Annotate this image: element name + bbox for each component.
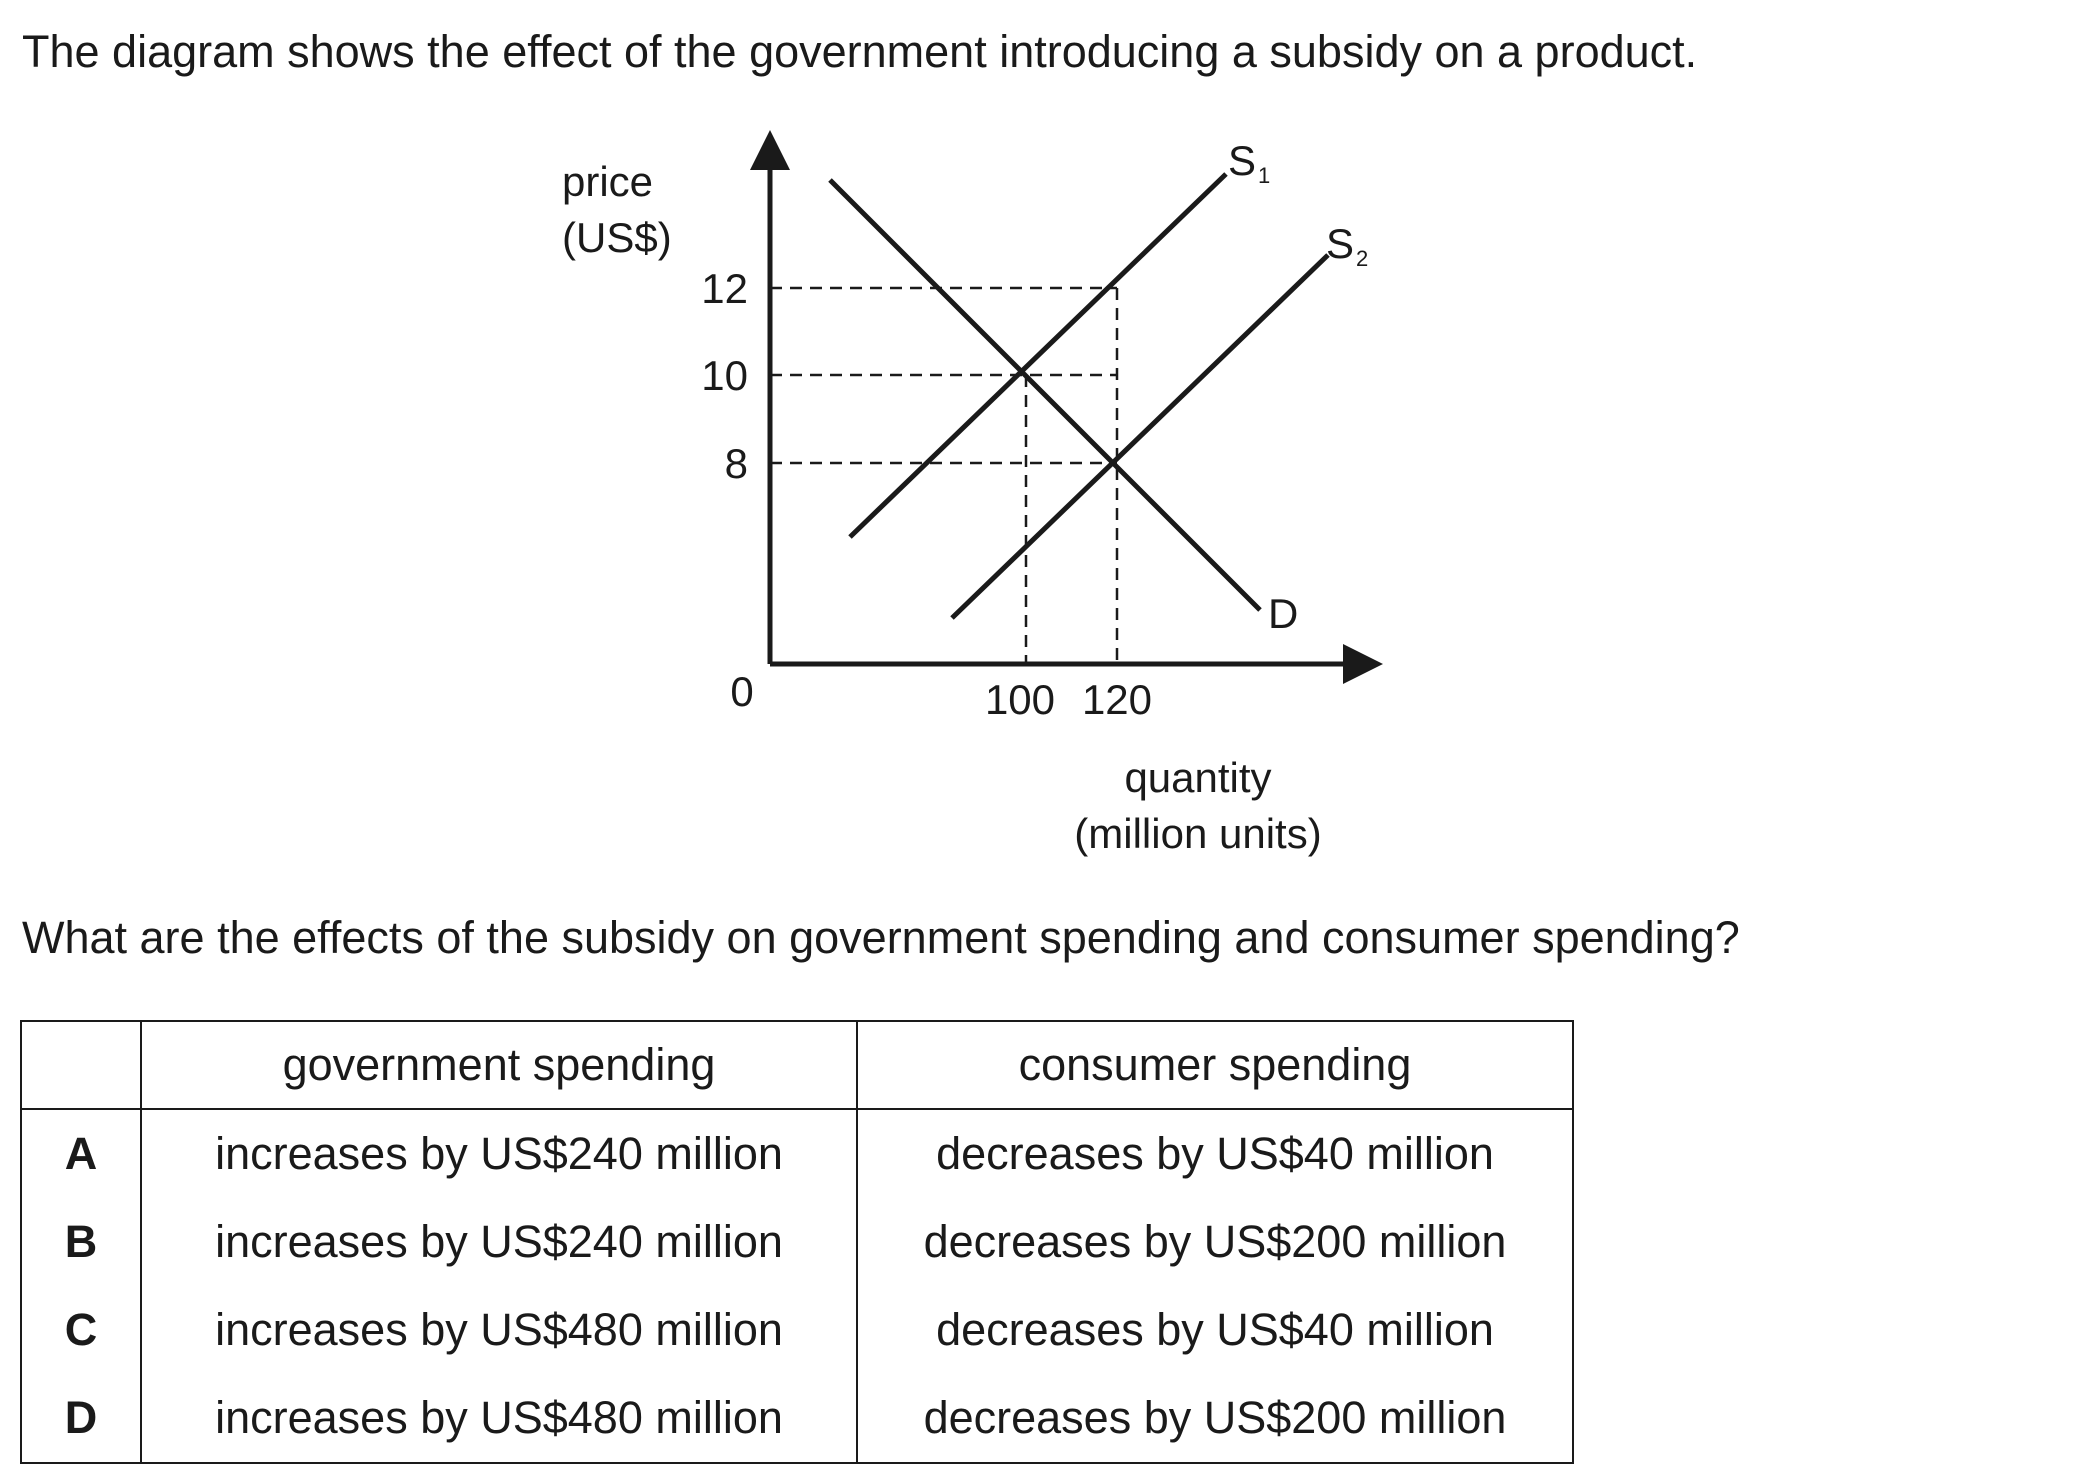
y-axis-label-line2: (US$) — [562, 214, 672, 261]
consumer-cell: decreases by US$200 million — [856, 1198, 1574, 1286]
table-row: C increases by US$480 million decreases … — [20, 1286, 1574, 1374]
supply-demand-diagram: price (US$) S1 S2 D 12 10 8 0 100 120 qu… — [562, 130, 1383, 857]
government-cell: increases by US$480 million — [140, 1374, 858, 1464]
s2-label: S2 — [1326, 220, 1368, 271]
consumer-cell: decreases by US$40 million — [856, 1286, 1574, 1374]
s1-label: S1 — [1228, 137, 1270, 188]
header-option — [20, 1020, 142, 1110]
answer-options-table: government spending consumer spending A … — [20, 1020, 1574, 1464]
y-tick-12: 12 — [701, 265, 748, 312]
y-tick-8: 8 — [725, 440, 748, 487]
government-cell: increases by US$480 million — [140, 1286, 858, 1374]
table-row: D increases by US$480 million decreases … — [20, 1374, 1574, 1464]
consumer-cell: decreases by US$200 million — [856, 1374, 1574, 1464]
table-row: A increases by US$240 million decreases … — [20, 1109, 1574, 1198]
header-consumer-spending: consumer spending — [856, 1020, 1574, 1110]
supply-curve-s2 — [950, 253, 1330, 620]
header-government-spending: government spending — [140, 1020, 858, 1110]
option-letter: C — [20, 1286, 142, 1374]
origin-label: 0 — [730, 668, 753, 715]
supply-curve-s1 — [848, 172, 1228, 539]
option-letter: D — [20, 1374, 142, 1464]
x-tick-120: 120 — [1082, 676, 1152, 723]
y-axis-label-line1: price — [562, 158, 653, 205]
y-tick-10: 10 — [701, 352, 748, 399]
x-tick-100: 100 — [985, 676, 1055, 723]
option-letter: B — [20, 1198, 142, 1286]
d-label: D — [1268, 590, 1298, 637]
government-cell: increases by US$240 million — [140, 1109, 858, 1198]
x-axis-label-line1: quantity — [1124, 754, 1271, 801]
x-axis-label-line2: (million units) — [1074, 810, 1321, 857]
intro-text: The diagram shows the effect of the gove… — [22, 26, 1698, 77]
table-header-row: government spending consumer spending — [20, 1020, 1574, 1110]
option-letter: A — [20, 1109, 142, 1198]
government-cell: increases by US$240 million — [140, 1198, 858, 1286]
demand-curve — [828, 178, 1262, 612]
reference-lines — [770, 286, 1119, 664]
table-row: B increases by US$240 million decreases … — [20, 1198, 1574, 1286]
consumer-cell: decreases by US$40 million — [856, 1109, 1574, 1198]
question-text: What are the effects of the subsidy on g… — [22, 912, 1740, 963]
